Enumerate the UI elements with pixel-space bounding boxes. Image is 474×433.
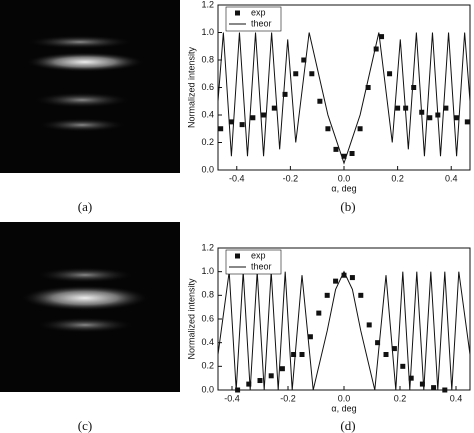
image-a [0,0,180,173]
y-tick-label: 0.6 [201,313,214,323]
data-point [400,363,406,369]
caption: (c) [78,418,92,433]
y-tick-label: 0.8 [201,54,214,64]
data-point [443,105,449,111]
data-point [411,85,417,90]
data-point [246,381,252,387]
data-point [301,57,307,63]
y-axis-label: Normalized intensity [186,46,196,128]
data-point [268,373,274,379]
data-point [358,292,364,298]
x-tick-label: -0.2 [280,393,296,403]
data-point [375,340,381,346]
data-point [261,112,267,118]
data-point [349,151,355,156]
data-point [379,34,385,40]
data-point [341,153,347,159]
x-tick-label: 0.2 [391,173,404,183]
x-tick-label: 0.4 [450,393,463,403]
legend-label: exp [251,250,266,260]
data-point [357,126,363,132]
data-point [387,71,393,77]
y-tick-label: 1.2 [201,0,214,9]
data-point [250,115,256,121]
data-point [309,71,315,77]
y-tick-label: 1.0 [201,27,214,37]
legend-marker [235,253,240,259]
data-point [383,352,389,357]
x-tick-label: 0.4 [445,173,458,183]
data-point [279,366,285,372]
x-tick-label: 0.2 [394,393,407,403]
data-point [235,387,241,393]
data-point [299,352,305,357]
data-point [257,378,263,384]
data-point [271,105,277,111]
data-point [317,98,323,104]
data-point [365,85,371,90]
data-point [349,275,355,281]
data-point [464,119,470,125]
y-tick-label: 0.0 [201,384,214,394]
legend-label: exp [251,7,266,17]
y-tick-label: 0.6 [201,82,214,92]
data-point [291,352,297,357]
x-tick-label: -0.4 [229,173,245,183]
y-axis-label: Normalized intensity [186,278,196,360]
data-point [293,71,299,77]
data-point [333,278,339,284]
data-point [307,334,313,340]
image-c [0,222,180,392]
caption: (d) [340,418,355,433]
legend-label: theor [251,261,272,271]
y-tick-label: 0.8 [201,290,214,300]
data-line [217,270,471,391]
y-tick-label: 0.0 [201,164,214,174]
data-point [373,46,379,52]
x-axis-label: α, deg [331,183,356,193]
data-point [239,122,245,128]
x-tick-label: -0.2 [283,173,299,183]
x-tick-label: -0.4 [224,393,240,403]
x-tick-label: 0.0 [338,393,351,403]
caption: (b) [340,199,355,214]
data-point [442,387,448,393]
data-point [218,126,224,132]
data-line [217,32,471,165]
x-axis-label: α, deg [331,403,356,413]
y-tick-label: 1.2 [201,242,214,252]
y-tick-label: 0.2 [201,361,214,371]
y-tick-label: 1.0 [201,266,214,276]
y-tick-label: 0.4 [201,337,214,347]
data-point [341,272,347,278]
caption: (a) [78,199,92,214]
y-tick-label: 0.4 [201,109,214,119]
data-point [391,346,397,352]
y-tick-label: 0.2 [201,137,214,147]
data-point [454,115,460,121]
data-point [395,105,401,111]
x-tick-label: 0.0 [338,173,351,183]
data-point [408,375,414,381]
data-point [427,115,433,121]
data-point [333,146,339,152]
data-point [366,322,372,328]
legend-marker [235,10,240,16]
data-point [325,126,331,132]
data-point [282,91,288,97]
data-point [316,310,322,316]
data-point [324,292,330,298]
data-point [228,119,234,125]
legend-label: theor [251,18,272,28]
data-point [431,385,437,391]
data-point [419,381,425,387]
